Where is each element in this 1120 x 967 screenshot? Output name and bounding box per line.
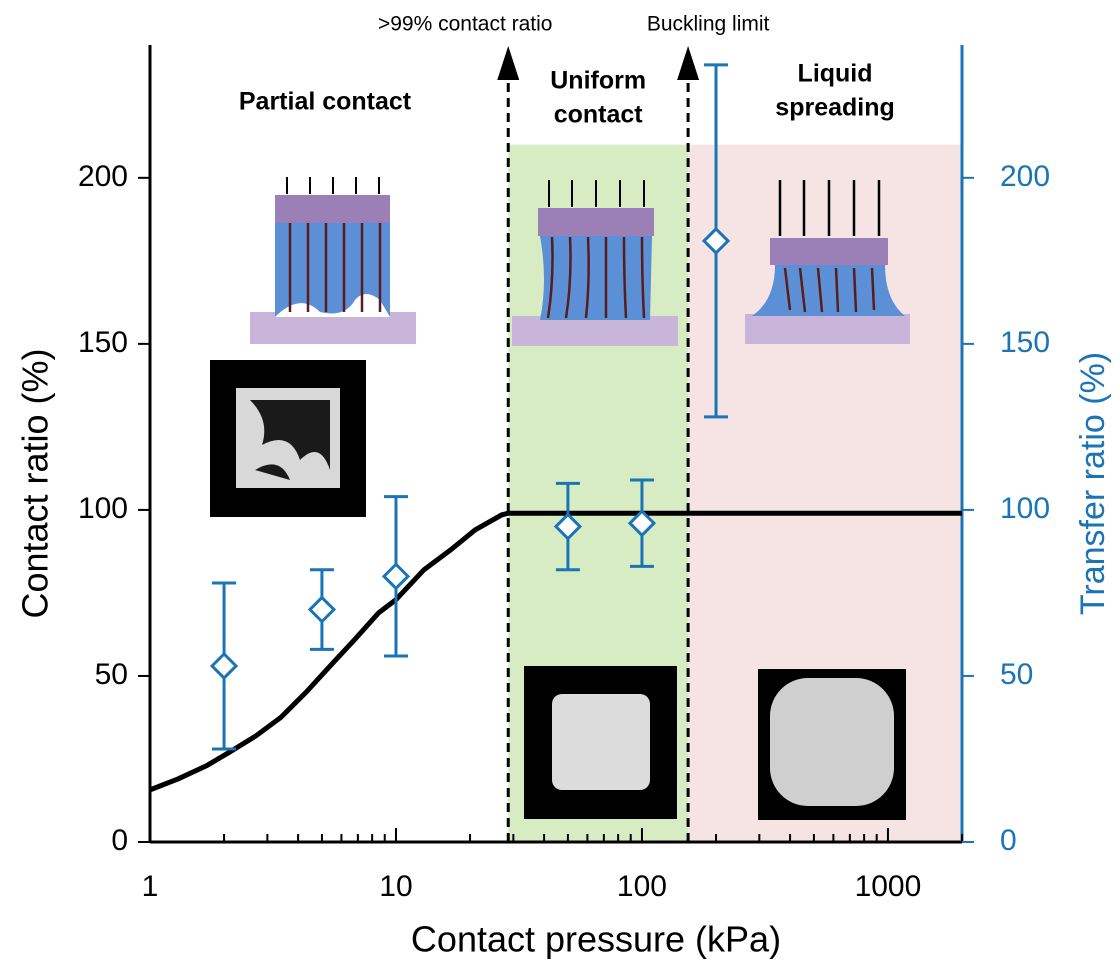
point [627, 509, 657, 538]
point [381, 562, 411, 591]
x-axis-label: Contact pressure (kPa) [411, 919, 781, 960]
region-label: contact [554, 101, 644, 129]
point [307, 595, 337, 624]
y2-tick-label: 100 [1000, 492, 1050, 525]
region-label: Uniform [550, 67, 646, 95]
threshold-label: >99% contact ratio [378, 13, 553, 36]
illustration-spreading [745, 180, 910, 344]
x-tick-label: 1000 [855, 870, 922, 903]
x-tick-label: 1 [142, 870, 159, 903]
plot: Uniform contact Liquid spreading Partial con… [15, 13, 1112, 960]
threshold-arrow [677, 46, 700, 80]
region-label: Liquid [798, 60, 873, 88]
x-tick-label: 10 [379, 870, 412, 903]
y2-tick-label: 50 [1000, 658, 1033, 691]
point [209, 651, 239, 681]
micrograph-partial [210, 360, 366, 517]
illustration-uniform [512, 180, 678, 346]
micrograph-spreading [758, 669, 906, 820]
illustration-partial [250, 177, 416, 344]
micrograph-uniform [524, 666, 677, 819]
x-tick-label: 100 [617, 870, 667, 903]
annotation: Partial contact [239, 88, 412, 116]
y-tick-label: 50 [95, 658, 128, 691]
line [149, 510, 962, 793]
threshold-arrow [497, 46, 520, 80]
point [701, 226, 731, 256]
point [553, 512, 583, 541]
y2-tick-label: 150 [1000, 326, 1050, 359]
y-tick-label: 150 [78, 326, 128, 359]
y-tick-label: 100 [78, 492, 128, 525]
y-axis-label: Contact ratio (%) [15, 348, 56, 618]
y2-axis-label: Transfer ratio (%) [1074, 352, 1112, 615]
y-tick-label: 200 [78, 160, 128, 193]
threshold-label: Buckling limit [647, 13, 770, 36]
y2-tick-label: 200 [1000, 160, 1050, 193]
y2-tick-label: 0 [1000, 824, 1017, 857]
region-label: spreading [775, 94, 894, 122]
y-tick-label: 0 [111, 824, 128, 857]
